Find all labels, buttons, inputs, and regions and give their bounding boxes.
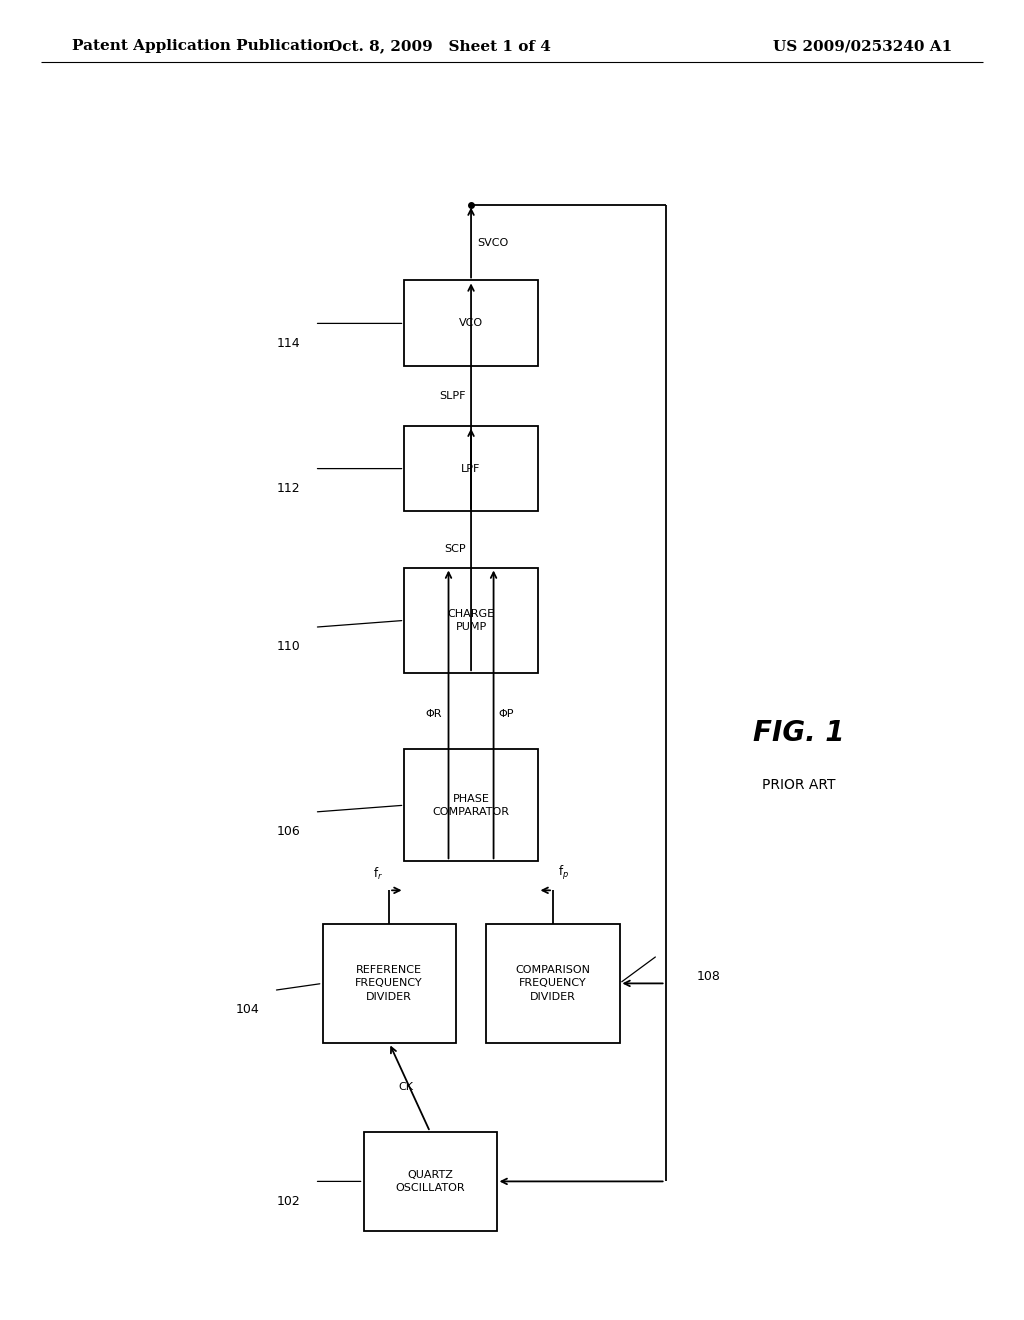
Text: ΦP: ΦP bbox=[499, 709, 514, 719]
Bar bbox=[364, 1131, 497, 1230]
Bar bbox=[323, 924, 456, 1043]
Bar bbox=[404, 425, 538, 511]
Text: VCO: VCO bbox=[459, 318, 483, 329]
Text: 106: 106 bbox=[276, 825, 300, 838]
Bar bbox=[486, 924, 620, 1043]
Text: COMPARISON
FREQUENCY
DIVIDER: COMPARISON FREQUENCY DIVIDER bbox=[515, 965, 591, 1002]
Text: LPF: LPF bbox=[462, 463, 480, 474]
Text: 114: 114 bbox=[276, 337, 300, 350]
Bar bbox=[404, 748, 538, 861]
Text: PHASE
COMPARATOR: PHASE COMPARATOR bbox=[432, 793, 510, 817]
Text: PRIOR ART: PRIOR ART bbox=[762, 779, 836, 792]
Text: SVCO: SVCO bbox=[477, 238, 509, 248]
Text: SCP: SCP bbox=[444, 544, 466, 554]
Text: 102: 102 bbox=[276, 1195, 300, 1208]
Text: 104: 104 bbox=[236, 1003, 259, 1016]
Text: QUARTZ
OSCILLATOR: QUARTZ OSCILLATOR bbox=[395, 1170, 465, 1193]
Text: 110: 110 bbox=[276, 640, 300, 653]
Text: CHARGE
PUMP: CHARGE PUMP bbox=[447, 609, 495, 632]
Text: f$_r$: f$_r$ bbox=[373, 866, 383, 882]
Text: FIG. 1: FIG. 1 bbox=[753, 718, 845, 747]
Text: 108: 108 bbox=[696, 970, 720, 983]
Text: SLPF: SLPF bbox=[439, 391, 466, 401]
Text: f$_p$: f$_p$ bbox=[558, 865, 569, 882]
Text: US 2009/0253240 A1: US 2009/0253240 A1 bbox=[773, 40, 952, 53]
Text: Patent Application Publication: Patent Application Publication bbox=[72, 40, 334, 53]
Text: REFERENCE
FREQUENCY
DIVIDER: REFERENCE FREQUENCY DIVIDER bbox=[355, 965, 423, 1002]
Bar bbox=[404, 280, 538, 366]
Text: 112: 112 bbox=[276, 482, 300, 495]
Text: CK: CK bbox=[398, 1082, 414, 1093]
Bar bbox=[404, 568, 538, 673]
Text: ΦR: ΦR bbox=[426, 709, 442, 719]
Text: Oct. 8, 2009   Sheet 1 of 4: Oct. 8, 2009 Sheet 1 of 4 bbox=[330, 40, 551, 53]
